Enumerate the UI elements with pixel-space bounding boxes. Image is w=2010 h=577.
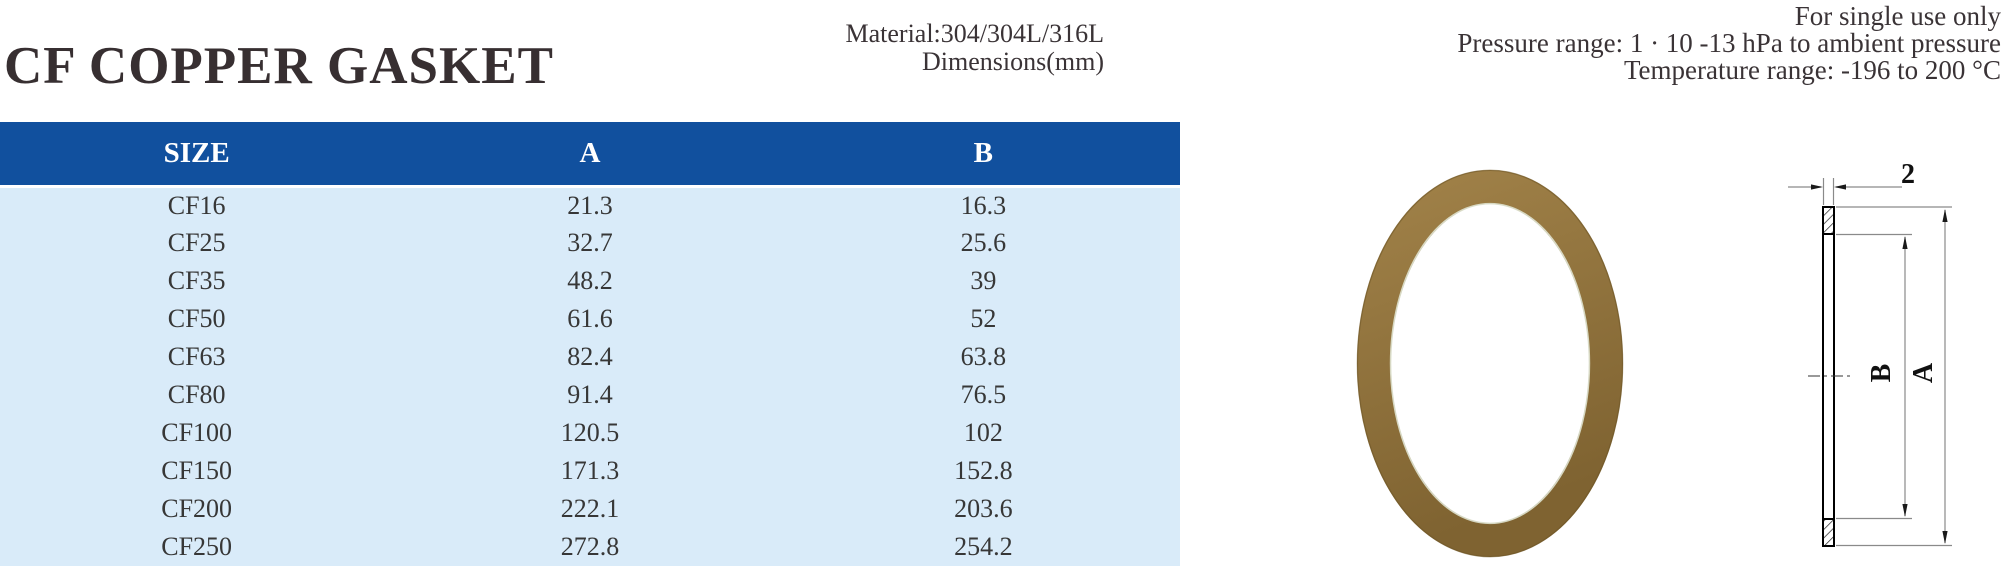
table-cell: 203.6 bbox=[786, 490, 1180, 528]
table-cell: 32.7 bbox=[393, 224, 787, 262]
copper-ring-image bbox=[1356, 169, 1624, 558]
arrow-up-icon bbox=[1942, 209, 1948, 222]
temperature-range-text: Temperature range: -196 to 200 °C bbox=[1623, 55, 2001, 85]
table-cell: CF250 bbox=[0, 528, 394, 566]
table-cell: 16.3 bbox=[786, 186, 1180, 224]
table-cell: 152.8 bbox=[786, 452, 1180, 490]
table-row: CF150 171.3 152.8 bbox=[0, 452, 1180, 490]
single-use-text: For single use only bbox=[1794, 1, 2001, 31]
table-cell: 254.2 bbox=[786, 528, 1180, 566]
table-cell: 102 bbox=[786, 414, 1180, 452]
table-row: CF200 222.1 203.6 bbox=[0, 490, 1180, 528]
table-cell: 272.8 bbox=[393, 528, 787, 566]
table-cell: CF50 bbox=[0, 300, 394, 338]
arrow-up-icon bbox=[1902, 236, 1908, 249]
table-body: CF16 21.3 16.3 CF25 32.7 25.6 CF35 48.2 39 CF50 61… bbox=[0, 186, 1180, 566]
column-header: A bbox=[393, 122, 787, 188]
table-cell: 76.5 bbox=[786, 376, 1180, 414]
dimension-drawing: 2 B A bbox=[1788, 159, 1952, 547]
ring-outer-edge bbox=[1356, 169, 1624, 558]
table-cell: 25.6 bbox=[786, 224, 1180, 262]
table-cell: 222.1 bbox=[393, 490, 787, 528]
arrow-down-icon bbox=[1942, 531, 1948, 544]
table-cell: 21.3 bbox=[393, 186, 787, 224]
arrow-down-icon bbox=[1902, 504, 1908, 517]
table-row: CF35 48.2 39 bbox=[0, 262, 1180, 300]
table-cell: CF63 bbox=[0, 338, 394, 376]
ring-inner-edge bbox=[1389, 202, 1591, 525]
table-cell: 120.5 bbox=[393, 414, 787, 452]
size-table-head: SIZE A B bbox=[0, 122, 1180, 188]
table-cell: 52 bbox=[786, 300, 1180, 338]
table-row: CF50 61.6 52 bbox=[0, 300, 1180, 338]
page-title: CF COPPER GASKET bbox=[4, 37, 554, 95]
table-cell: 171.3 bbox=[393, 452, 787, 490]
table-cell: CF80 bbox=[0, 376, 394, 414]
table-cell: CF35 bbox=[0, 262, 394, 300]
thickness-label: 2 bbox=[1901, 159, 1915, 190]
cross-section-drawing: 2 B A bbox=[1770, 150, 1980, 570]
table-cell: 48.2 bbox=[393, 262, 787, 300]
table-cell: 82.4 bbox=[393, 338, 787, 376]
table-header-row: SIZE A B bbox=[0, 122, 1180, 188]
hatch-bottom bbox=[1822, 518, 1835, 547]
arrow-right-icon bbox=[1811, 184, 1823, 190]
table-cell: CF100 bbox=[0, 414, 394, 452]
column-header: B bbox=[786, 122, 1180, 188]
table-row: CF25 32.7 25.6 bbox=[0, 224, 1180, 262]
hatch-top bbox=[1822, 206, 1835, 235]
table-row: CF16 21.3 16.3 bbox=[0, 186, 1180, 224]
pressure-range-text: Pressure range: 1 · 10 -13 hPa to ambien… bbox=[1457, 28, 2001, 58]
inner-diameter-label: B bbox=[1866, 364, 1897, 383]
material-dimensions-block: Material:304/304L/316L Dimensions(mm) bbox=[700, 20, 1104, 76]
table-row: CF250 272.8 254.2 bbox=[0, 528, 1180, 566]
table-cell: CF25 bbox=[0, 224, 394, 262]
column-header: SIZE bbox=[0, 122, 394, 188]
table-cell: CF150 bbox=[0, 452, 394, 490]
outer-diameter-label: A bbox=[1908, 362, 1939, 383]
gasket-photo bbox=[1340, 158, 1640, 575]
table-row: CF100 120.5 102 bbox=[0, 414, 1180, 452]
usage-conditions-block: For single use only Pressure range: 1 · … bbox=[1361, 3, 2001, 84]
table-cell: CF16 bbox=[0, 186, 394, 224]
material-text: Material:304/304L/316L bbox=[845, 19, 1104, 48]
table-cell: CF200 bbox=[0, 490, 394, 528]
copper-ring bbox=[1357, 170, 1623, 557]
table-row: CF80 91.4 76.5 bbox=[0, 376, 1180, 414]
size-table: SIZE A B CF16 21.3 16.3 CF25 32.7 25.6 CF35 48.2 3… bbox=[0, 122, 1180, 566]
table-cell: 39 bbox=[786, 262, 1180, 300]
table-row: CF63 82.4 63.8 bbox=[0, 338, 1180, 376]
arrow-left-icon bbox=[1834, 184, 1846, 190]
table-cell: 61.6 bbox=[393, 300, 787, 338]
table-cell: 63.8 bbox=[786, 338, 1180, 376]
dimensions-text: Dimensions(mm) bbox=[922, 47, 1104, 76]
table-cell: 91.4 bbox=[393, 376, 787, 414]
